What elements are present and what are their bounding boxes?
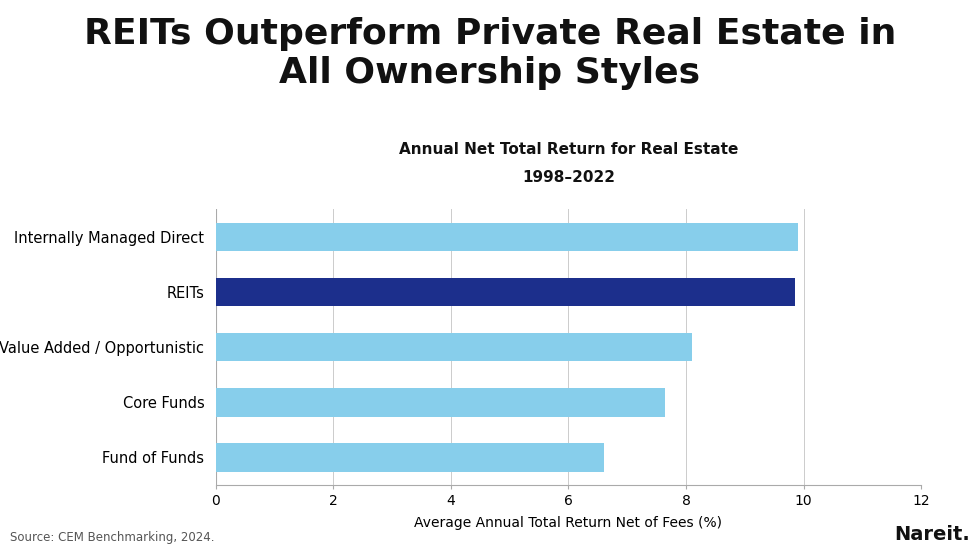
Bar — [216, 223, 798, 251]
X-axis label: Average Annual Total Return Net of Fees (%): Average Annual Total Return Net of Fees … — [415, 516, 722, 530]
Bar — [216, 278, 795, 306]
Text: Annual Net Total Return for Real Estate: Annual Net Total Return for Real Estate — [399, 142, 738, 157]
Text: Nareit.: Nareit. — [895, 526, 970, 544]
Text: 1998–2022: 1998–2022 — [522, 170, 614, 185]
Bar — [216, 443, 604, 472]
Bar — [216, 333, 692, 361]
Bar — [216, 388, 665, 417]
Text: REITs Outperform Private Real Estate in
All Ownership Styles: REITs Outperform Private Real Estate in … — [84, 17, 896, 90]
Text: Source: CEM Benchmarking, 2024.: Source: CEM Benchmarking, 2024. — [10, 531, 215, 544]
